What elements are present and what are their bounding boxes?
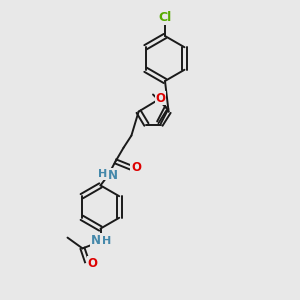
Text: H: H [103, 236, 112, 247]
Text: O: O [87, 256, 98, 270]
Text: H: H [98, 169, 107, 179]
Text: O: O [155, 92, 166, 105]
Text: O: O [131, 161, 141, 174]
Text: N: N [91, 233, 101, 247]
Text: Cl: Cl [158, 11, 172, 24]
Text: N: N [107, 169, 118, 182]
